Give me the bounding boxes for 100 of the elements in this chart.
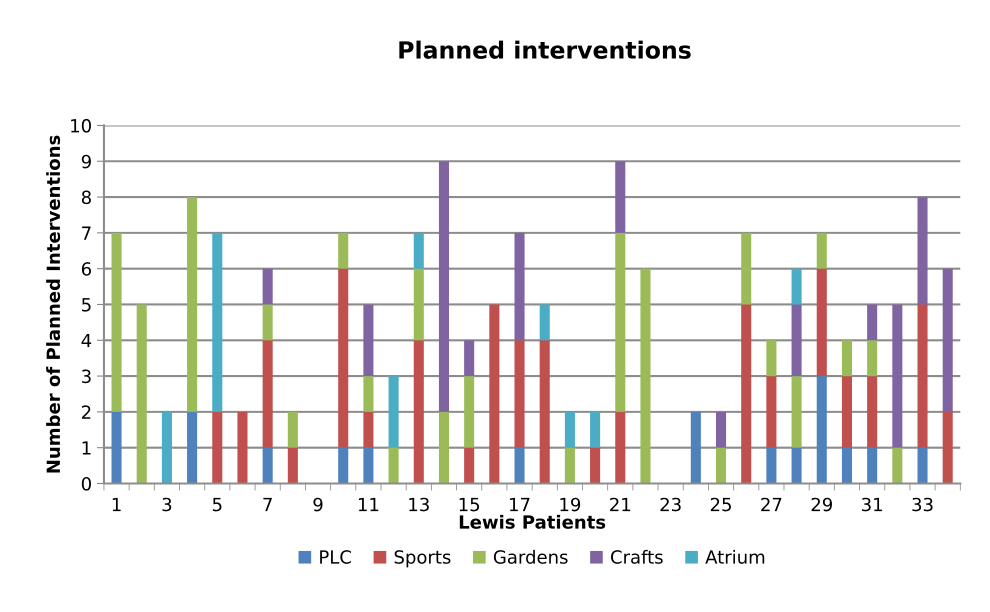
legend-label: Gardens: [494, 550, 568, 564]
y-tick-label: 7: [82, 226, 91, 240]
bar: [867, 448, 878, 484]
bar: [842, 340, 852, 376]
y-tick-label: 2: [82, 405, 90, 419]
bar: [816, 268, 827, 376]
bar: [388, 448, 399, 484]
legend-label: Atrium: [705, 550, 764, 564]
x-tick-label: 15: [460, 498, 480, 512]
x-tick-label: 27: [761, 498, 782, 512]
bar: [338, 448, 348, 484]
bar: [716, 448, 726, 484]
bar: [288, 412, 298, 448]
bar: [942, 268, 953, 412]
legend-label: Crafts: [611, 550, 663, 564]
bar: [615, 161, 626, 233]
y-tick-label: 0: [82, 476, 91, 491]
bar: [615, 232, 626, 412]
y-tick-label: 1: [82, 441, 90, 455]
y-tick-label: 6: [82, 262, 92, 276]
bar: [489, 304, 500, 484]
bar: [112, 232, 122, 412]
x-tick-label: 1: [112, 498, 121, 512]
x-tick-label: 7: [263, 498, 272, 512]
y-tick-label: 8: [82, 190, 91, 204]
bar: [262, 340, 273, 448]
y-tick-label: 10: [71, 118, 91, 133]
x-tick-label: 31: [862, 498, 882, 512]
bar: [288, 448, 298, 484]
bar: [438, 412, 450, 484]
bar: [942, 412, 953, 484]
y-tick-label: 4: [82, 334, 92, 348]
bar: [792, 448, 802, 484]
bar: [766, 376, 776, 448]
bar: [414, 232, 424, 269]
y-tick-label: 5: [82, 298, 91, 312]
y-axis-title: Number of Planned Interventions: [46, 136, 60, 473]
bar: [212, 232, 222, 412]
bar: [414, 340, 424, 484]
bar: [917, 197, 928, 304]
bar: [514, 232, 525, 340]
bar: [464, 376, 474, 448]
y-tick-label: 9: [82, 154, 91, 168]
bar: [237, 412, 248, 484]
bar: [917, 304, 928, 448]
x-tick-label: 13: [409, 498, 429, 512]
bar: [363, 376, 374, 412]
bar: [540, 340, 550, 484]
bar: [816, 232, 827, 269]
bar: [892, 304, 902, 448]
bar: [262, 448, 273, 484]
bar: [262, 268, 273, 304]
x-tick-label: 21: [610, 498, 630, 512]
bar: [414, 268, 424, 340]
bar: [741, 304, 752, 484]
x-tick-label: 11: [358, 498, 378, 512]
bar: [766, 448, 776, 484]
bar: [615, 412, 626, 484]
bar: [867, 304, 878, 340]
y-tick-label: 3: [82, 370, 91, 384]
bar: [564, 412, 575, 448]
bar: [792, 304, 802, 376]
x-tick-label: 25: [710, 498, 731, 512]
x-tick-label: 5: [212, 498, 222, 512]
bar: [792, 268, 802, 304]
bar: [867, 376, 878, 448]
bar: [640, 268, 651, 484]
bar: [741, 232, 752, 304]
bar: [262, 304, 273, 340]
bar: [363, 448, 374, 484]
bar: [690, 412, 701, 484]
bar: [917, 448, 928, 484]
legend-label: PLC: [320, 550, 351, 564]
bar: [716, 412, 726, 448]
bar: [564, 448, 575, 484]
bar: [867, 340, 878, 376]
bar: [112, 412, 122, 484]
bar: [816, 376, 827, 484]
bar: [187, 412, 198, 484]
bar: [842, 448, 852, 484]
bar: [766, 340, 776, 376]
x-tick-label: 29: [812, 498, 832, 512]
bar: [162, 412, 172, 484]
bar: [363, 412, 374, 448]
x-tick-label: 9: [313, 498, 323, 512]
x-tick-label: 3: [162, 498, 172, 512]
x-axis-title: Lewis Patients: [460, 514, 606, 529]
chart-title: Planned interventions: [399, 40, 691, 59]
bar: [514, 340, 525, 448]
bar: [514, 448, 525, 484]
x-tick-label: 19: [560, 498, 580, 512]
x-tick-label: 23: [660, 498, 681, 512]
x-tick-label: 17: [510, 498, 530, 512]
x-tick-label: 33: [912, 498, 933, 512]
bar: [464, 448, 474, 484]
bar: [338, 268, 348, 448]
bar: [438, 161, 450, 412]
bar: [187, 197, 198, 412]
bar: [892, 448, 902, 484]
bar: [540, 304, 550, 340]
